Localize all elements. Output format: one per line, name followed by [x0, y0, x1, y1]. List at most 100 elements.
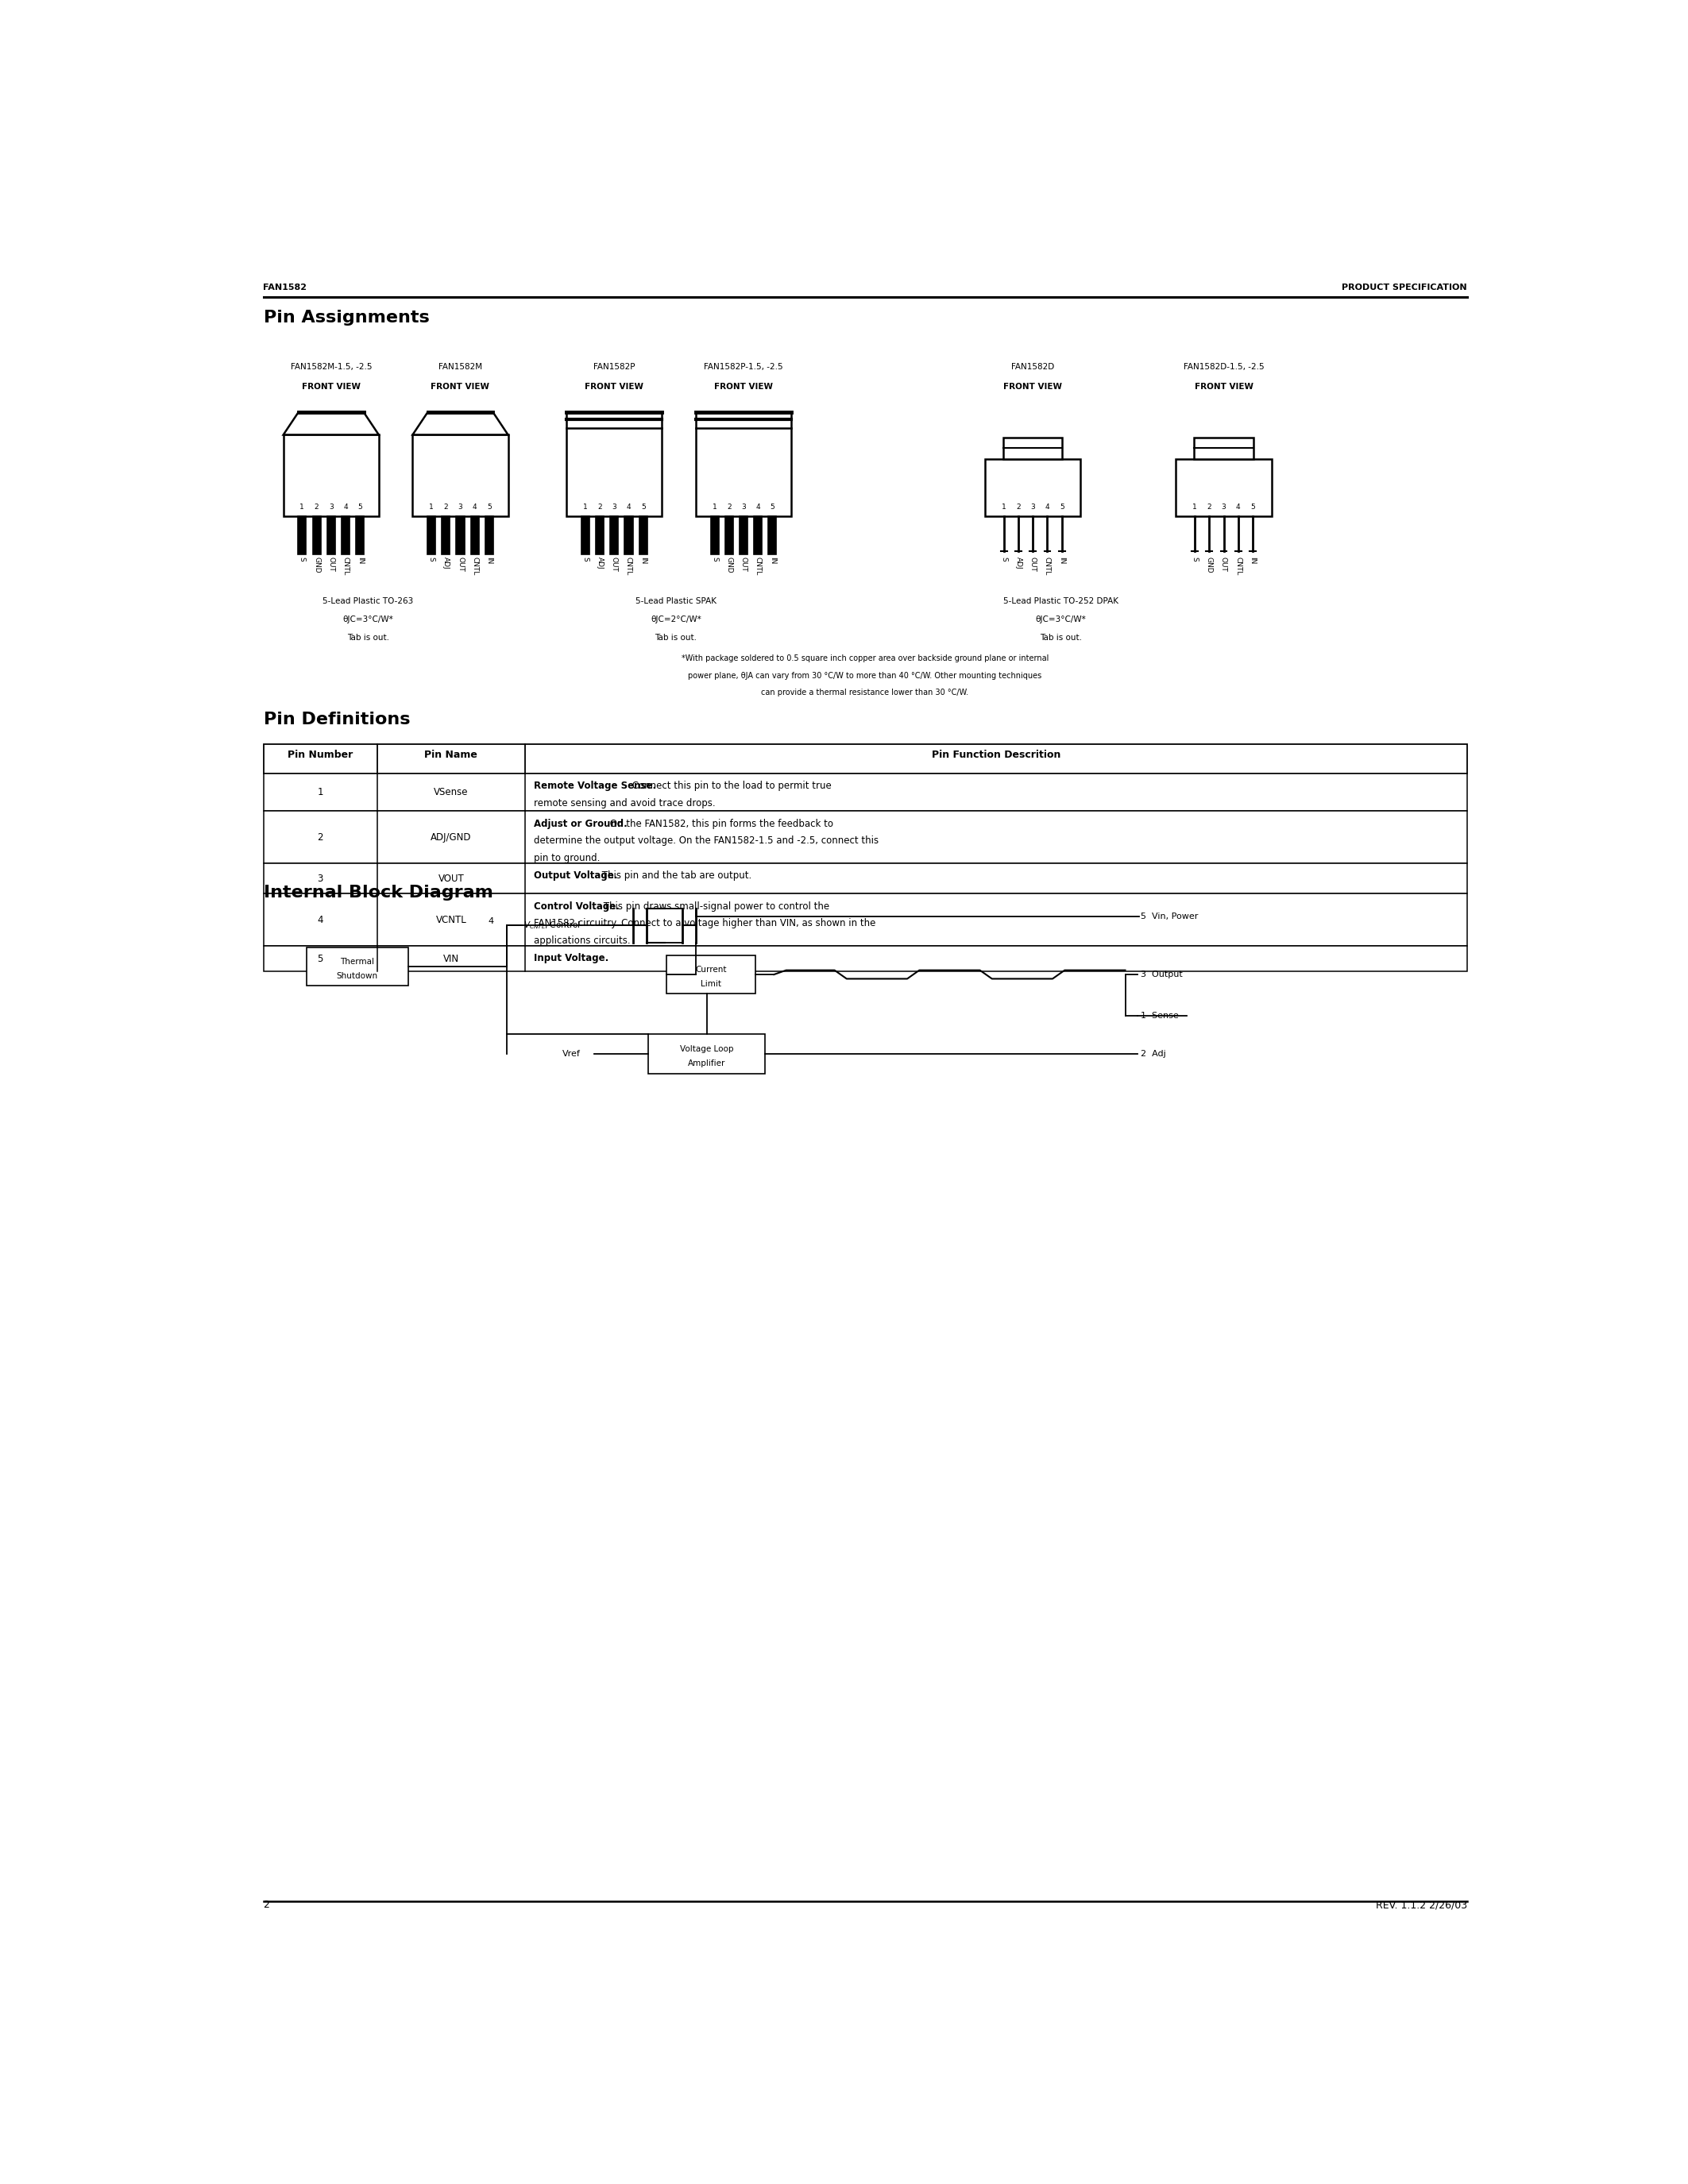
Text: Thermal: Thermal — [341, 959, 375, 965]
Text: applications circuits.: applications circuits. — [533, 935, 631, 946]
Bar — [427, 515, 436, 555]
Bar — [567, 413, 662, 515]
Text: 3: 3 — [329, 502, 333, 511]
Text: θJC=3°C/W*: θJC=3°C/W* — [1035, 616, 1085, 622]
Text: CNTL: CNTL — [471, 557, 478, 574]
Text: CNTL: CNTL — [625, 557, 633, 574]
Text: 3: 3 — [457, 502, 463, 511]
Bar — [263, 863, 1467, 893]
Text: Remote Voltage Sense.: Remote Voltage Sense. — [533, 780, 657, 791]
Text: OUT: OUT — [739, 557, 748, 572]
Text: FRONT VIEW: FRONT VIEW — [714, 382, 773, 391]
Text: FAN1582 circuitry. Connect to a voltage higher than VIN, as shown in the: FAN1582 circuitry. Connect to a voltage … — [533, 917, 876, 928]
Bar — [263, 745, 1467, 773]
Text: can provide a thermal resistance lower than 30 °C/W.: can provide a thermal resistance lower t… — [761, 688, 969, 697]
Text: Pin Name: Pin Name — [425, 749, 478, 760]
Text: 2: 2 — [1016, 502, 1021, 511]
Text: FRONT VIEW: FRONT VIEW — [430, 382, 490, 391]
Text: PRODUCT SPECIFICATION: PRODUCT SPECIFICATION — [1342, 284, 1467, 290]
Bar — [581, 515, 589, 555]
Text: Tab is out.: Tab is out. — [1040, 633, 1082, 642]
Text: 5-Lead Plastic SPAK: 5-Lead Plastic SPAK — [635, 596, 716, 605]
Text: FAN1582M-1.5, -2.5: FAN1582M-1.5, -2.5 — [290, 363, 371, 371]
Text: Limit: Limit — [701, 981, 721, 987]
Bar — [755, 515, 761, 555]
Bar — [667, 957, 756, 994]
Text: Tab is out.: Tab is out. — [348, 633, 388, 642]
Text: 5  Vin, Power: 5 Vin, Power — [1141, 913, 1198, 919]
Text: FRONT VIEW: FRONT VIEW — [302, 382, 361, 391]
Text: S: S — [711, 557, 717, 561]
Text: Pin Assignments: Pin Assignments — [263, 310, 429, 325]
Text: VCNTL: VCNTL — [436, 915, 466, 926]
Text: REV. 1.1.2 2/26/03: REV. 1.1.2 2/26/03 — [1376, 1900, 1467, 1911]
Bar — [299, 515, 306, 555]
Polygon shape — [284, 413, 378, 435]
Text: This pin and the tab are output.: This pin and the tab are output. — [599, 871, 751, 880]
Bar — [986, 459, 1080, 515]
Text: IN: IN — [486, 557, 493, 563]
Text: IN: IN — [1249, 557, 1256, 563]
Text: 4: 4 — [1045, 502, 1050, 511]
Text: Output Voltage.: Output Voltage. — [533, 871, 618, 880]
Text: On the FAN1582, this pin forms the feedback to: On the FAN1582, this pin forms the feedb… — [606, 819, 834, 830]
Text: 1: 1 — [1192, 502, 1197, 511]
Text: OUT: OUT — [327, 557, 334, 572]
Bar — [1193, 439, 1252, 459]
Text: 2: 2 — [317, 832, 324, 843]
Text: VSense: VSense — [434, 786, 468, 797]
Text: FAN1582D: FAN1582D — [1011, 363, 1055, 371]
Text: CNTL: CNTL — [755, 557, 761, 574]
Text: 3: 3 — [317, 874, 322, 885]
Text: IN: IN — [768, 557, 776, 563]
Bar — [1177, 459, 1271, 515]
Bar — [312, 515, 321, 555]
Text: FAN1582D-1.5, -2.5: FAN1582D-1.5, -2.5 — [1183, 363, 1264, 371]
Text: 4: 4 — [756, 502, 760, 511]
Text: $V_{CNTL}$, Control: $V_{CNTL}$, Control — [523, 919, 581, 930]
Polygon shape — [412, 413, 508, 435]
Text: GND: GND — [312, 557, 321, 572]
Bar — [341, 515, 349, 555]
Text: 3  Output: 3 Output — [1141, 970, 1183, 978]
Bar — [711, 515, 719, 555]
Text: VIN: VIN — [442, 954, 459, 963]
Text: 2: 2 — [263, 1900, 270, 1911]
Bar — [307, 948, 408, 985]
Text: IN: IN — [640, 557, 647, 563]
Text: 5: 5 — [641, 502, 645, 511]
Text: S: S — [1192, 557, 1198, 561]
Text: θJC=3°C/W*: θJC=3°C/W* — [343, 616, 393, 622]
Text: Control Voltage.: Control Voltage. — [533, 902, 619, 911]
Text: Pin Definitions: Pin Definitions — [263, 712, 410, 727]
Text: VOUT: VOUT — [439, 874, 464, 885]
Text: ADJ/GND: ADJ/GND — [430, 832, 471, 843]
Text: Vref: Vref — [562, 1051, 581, 1057]
Text: remote sensing and avoid trace drops.: remote sensing and avoid trace drops. — [533, 797, 716, 808]
Text: 5-Lead Plastic TO-252 DPAK: 5-Lead Plastic TO-252 DPAK — [1003, 596, 1117, 605]
Text: This pin draws small-signal power to control the: This pin draws small-signal power to con… — [601, 902, 829, 911]
Text: S: S — [427, 557, 436, 561]
Text: 5: 5 — [770, 502, 775, 511]
Text: 5: 5 — [317, 954, 322, 963]
Text: determine the output voltage. On the FAN1582-1.5 and -2.5, connect this: determine the output voltage. On the FAN… — [533, 836, 879, 845]
Text: *With package soldered to 0.5 square inch copper area over backside ground plane: *With package soldered to 0.5 square inc… — [682, 655, 1048, 662]
Text: FRONT VIEW: FRONT VIEW — [584, 382, 643, 391]
Text: 5: 5 — [486, 502, 491, 511]
Text: 2: 2 — [314, 502, 319, 511]
Bar — [739, 515, 748, 555]
Text: Amplifier: Amplifier — [687, 1059, 726, 1068]
Text: Pin Number: Pin Number — [287, 749, 353, 760]
Text: 5: 5 — [1251, 502, 1254, 511]
Bar — [726, 515, 733, 555]
Text: Voltage Loop: Voltage Loop — [680, 1046, 733, 1053]
Text: Current: Current — [695, 965, 726, 974]
Bar — [263, 810, 1467, 863]
Bar — [625, 515, 633, 555]
Text: 1: 1 — [429, 502, 434, 511]
Bar — [412, 435, 508, 515]
Bar — [263, 893, 1467, 946]
Text: 4: 4 — [626, 502, 631, 511]
Text: 4: 4 — [343, 502, 348, 511]
Text: 3: 3 — [613, 502, 616, 511]
